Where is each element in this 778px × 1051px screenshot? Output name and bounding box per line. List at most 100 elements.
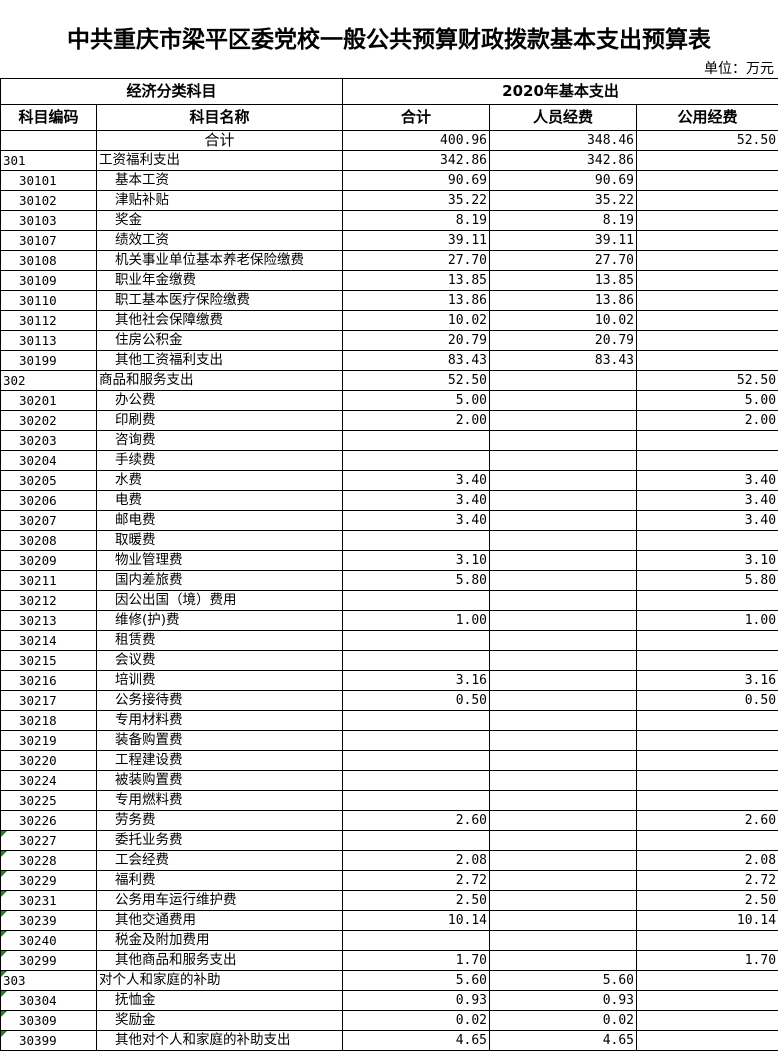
row-name: 福利费 (95, 870, 344, 891)
row-name: 专用燃料费 (95, 790, 344, 811)
row-total: 0.93 (342, 990, 491, 1011)
row-name: 物业管理费 (95, 550, 344, 571)
row-code: 30101 (0, 170, 97, 191)
row-name: 机关事业单位基本养老保险缴费 (95, 250, 344, 271)
table-row: 30229 福利费 2.72 2.72 (0, 870, 778, 891)
row-public: 3.40 (636, 510, 778, 531)
table-row: 302 商品和服务支出 52.50 52.50 (0, 370, 778, 391)
row-total: 52.50 (342, 370, 491, 391)
row-code: 30299 (0, 950, 97, 971)
row-code: 30207 (0, 510, 97, 531)
budget-table: 经济分类科目 2020年基本支出 科目编码 科目名称 合计 人员经费 公用经费 … (0, 78, 778, 1051)
row-public (636, 450, 778, 471)
table-row: 30112 其他社会保障缴费 10.02 10.02 (0, 310, 778, 331)
row-code: 30202 (0, 410, 97, 431)
row-public (636, 650, 778, 671)
error-indicator-icon (1, 831, 7, 837)
row-name: 公务用车运行维护费 (95, 890, 344, 911)
table-row: 30239 其他交通费用 10.14 10.14 (0, 910, 778, 931)
total-label: 合计 (95, 130, 344, 151)
table-row: 30309 奖励金 0.02 0.02 (0, 1010, 778, 1031)
row-personnel (489, 790, 638, 811)
row-name: 电费 (95, 490, 344, 511)
row-personnel (489, 870, 638, 891)
row-personnel (489, 670, 638, 691)
row-total: 3.40 (342, 470, 491, 491)
row-personnel (489, 770, 638, 791)
row-total: 5.60 (342, 970, 491, 991)
row-code: 30224 (0, 770, 97, 791)
row-code: 30309 (0, 1010, 97, 1031)
table-row: 30101 基本工资 90.69 90.69 (0, 170, 778, 191)
row-total: 1.00 (342, 610, 491, 631)
table-row: 30240 税金及附加费用 (0, 930, 778, 951)
row-name: 其他商品和服务支出 (95, 950, 344, 971)
row-name: 劳务费 (95, 810, 344, 831)
row-total: 3.10 (342, 550, 491, 571)
row-name: 绩效工资 (95, 230, 344, 251)
row-name: 职业年金缴费 (95, 270, 344, 291)
row-public (636, 230, 778, 251)
row-code: 30239 (0, 910, 97, 931)
header-code: 科目编码 (0, 104, 97, 131)
table-row: 30205 水费 3.40 3.40 (0, 470, 778, 491)
row-personnel: 20.79 (489, 330, 638, 351)
row-name: 取暖费 (95, 530, 344, 551)
row-code: 30231 (0, 890, 97, 911)
row-public (636, 770, 778, 791)
table-row: 30103 奖金 8.19 8.19 (0, 210, 778, 231)
row-name: 公务接待费 (95, 690, 344, 711)
row-total: 5.00 (342, 390, 491, 411)
page-title: 中共重庆市梁平区委党校一般公共预算财政拨款基本支出预算表 (67, 26, 711, 53)
header-personnel: 人员经费 (489, 104, 638, 131)
row-code: 30216 (0, 670, 97, 691)
row-code: 30304 (0, 990, 97, 1011)
row-personnel (489, 430, 638, 451)
row-total: 27.70 (342, 250, 491, 271)
row-code: 30203 (0, 430, 97, 451)
row-total: 39.11 (342, 230, 491, 251)
error-indicator-icon (1, 871, 7, 877)
table-row: 30217 公务接待费 0.50 0.50 (0, 690, 778, 711)
row-public (636, 250, 778, 271)
row-name: 邮电费 (95, 510, 344, 531)
row-name: 其他交通费用 (95, 910, 344, 931)
row-public (636, 710, 778, 731)
row-name: 奖金 (95, 210, 344, 231)
row-code: 30226 (0, 810, 97, 831)
header-public: 公用经费 (636, 104, 778, 131)
row-name: 基本工资 (95, 170, 344, 191)
row-code: 30108 (0, 250, 97, 271)
row-personnel (489, 910, 638, 931)
row-name: 被装购置费 (95, 770, 344, 791)
error-indicator-icon (1, 891, 7, 897)
row-public: 2.08 (636, 850, 778, 871)
row-personnel (489, 950, 638, 971)
row-personnel (489, 570, 638, 591)
row-code: 30113 (0, 330, 97, 351)
row-public (636, 790, 778, 811)
row-total (342, 770, 491, 791)
row-name: 工资福利支出 (95, 150, 344, 171)
header-column-row: 科目编码 科目名称 合计 人员经费 公用经费 (0, 104, 778, 131)
row-code: 30214 (0, 630, 97, 651)
table-row: 30220 工程建设费 (0, 750, 778, 771)
error-indicator-icon (1, 911, 7, 917)
row-personnel (489, 850, 638, 871)
row-total (342, 750, 491, 771)
row-total (342, 710, 491, 731)
row-public: 2.00 (636, 410, 778, 431)
row-total: 2.60 (342, 810, 491, 831)
row-public (636, 190, 778, 211)
row-personnel (489, 930, 638, 951)
table-row: 30110 职工基本医疗保险缴费 13.86 13.86 (0, 290, 778, 311)
row-code: 30228 (0, 850, 97, 871)
row-public (636, 1010, 778, 1031)
row-total (342, 450, 491, 471)
row-total (342, 430, 491, 451)
row-code: 30208 (0, 530, 97, 551)
row-personnel: 35.22 (489, 190, 638, 211)
table-row: 30227 委托业务费 (0, 830, 778, 851)
row-public (636, 930, 778, 951)
row-total: 8.19 (342, 210, 491, 231)
